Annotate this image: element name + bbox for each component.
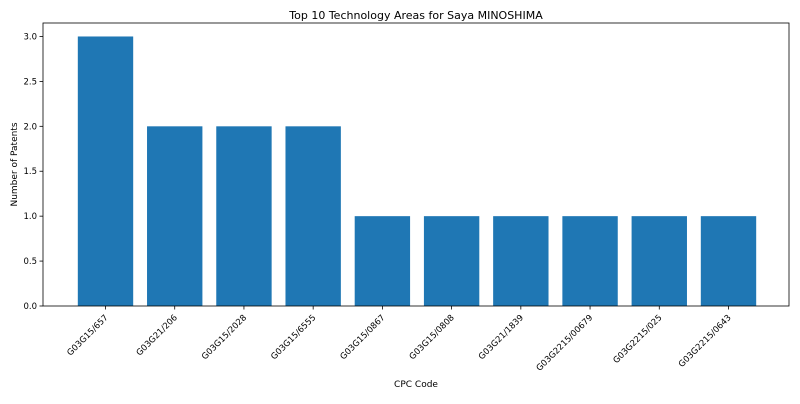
y-axis: 0.0 0.5 1.0 1.5 2.0 2.5 3.0 xyxy=(23,32,43,312)
y-axis-label: Number of Patents xyxy=(10,122,20,206)
x-tick-label: G03G15/2028 xyxy=(200,313,249,362)
x-tick-label: G03G21/206 xyxy=(135,313,180,358)
x-tick-label: G03G15/657 xyxy=(65,313,110,358)
x-axis: G03G15/657 G03G21/206 G03G15/2028 G03G15/65… xyxy=(65,306,733,374)
x-tick-label: G03G15/0867 xyxy=(338,313,387,362)
bars-group xyxy=(78,36,756,306)
bar-6 xyxy=(424,216,479,306)
bar-3 xyxy=(216,126,271,306)
x-tick-label: G03G15/0808 xyxy=(408,313,457,362)
x-axis-label: CPC Code xyxy=(394,380,438,390)
y-tick-label: 1.5 xyxy=(23,167,37,177)
x-tick-label: G03G2215/00679 xyxy=(535,313,595,373)
x-tick-label: G03G15/6555 xyxy=(269,313,318,362)
x-tick-label: G03G2215/025 xyxy=(612,313,665,366)
bar-4 xyxy=(285,126,340,306)
y-tick-label: 1.0 xyxy=(23,212,37,222)
bar-8 xyxy=(562,216,617,306)
bar-5 xyxy=(355,216,410,306)
bar-9 xyxy=(632,216,687,306)
y-tick-label: 0.0 xyxy=(23,302,37,312)
y-tick-label: 2.0 xyxy=(23,122,37,132)
y-tick-label: 2.5 xyxy=(23,77,37,87)
x-tick-label: G03G21/1839 xyxy=(477,313,526,362)
bar-10 xyxy=(701,216,756,306)
y-tick-label: 0.5 xyxy=(23,257,37,267)
x-tick-label: G03G2215/0643 xyxy=(677,313,734,370)
bar-2 xyxy=(147,126,202,306)
bar-1 xyxy=(78,36,133,306)
y-tick-label: 3.0 xyxy=(23,32,37,42)
bar-7 xyxy=(493,216,548,306)
chart-title: Top 10 Technology Areas for Saya MINOSHI… xyxy=(288,9,543,22)
